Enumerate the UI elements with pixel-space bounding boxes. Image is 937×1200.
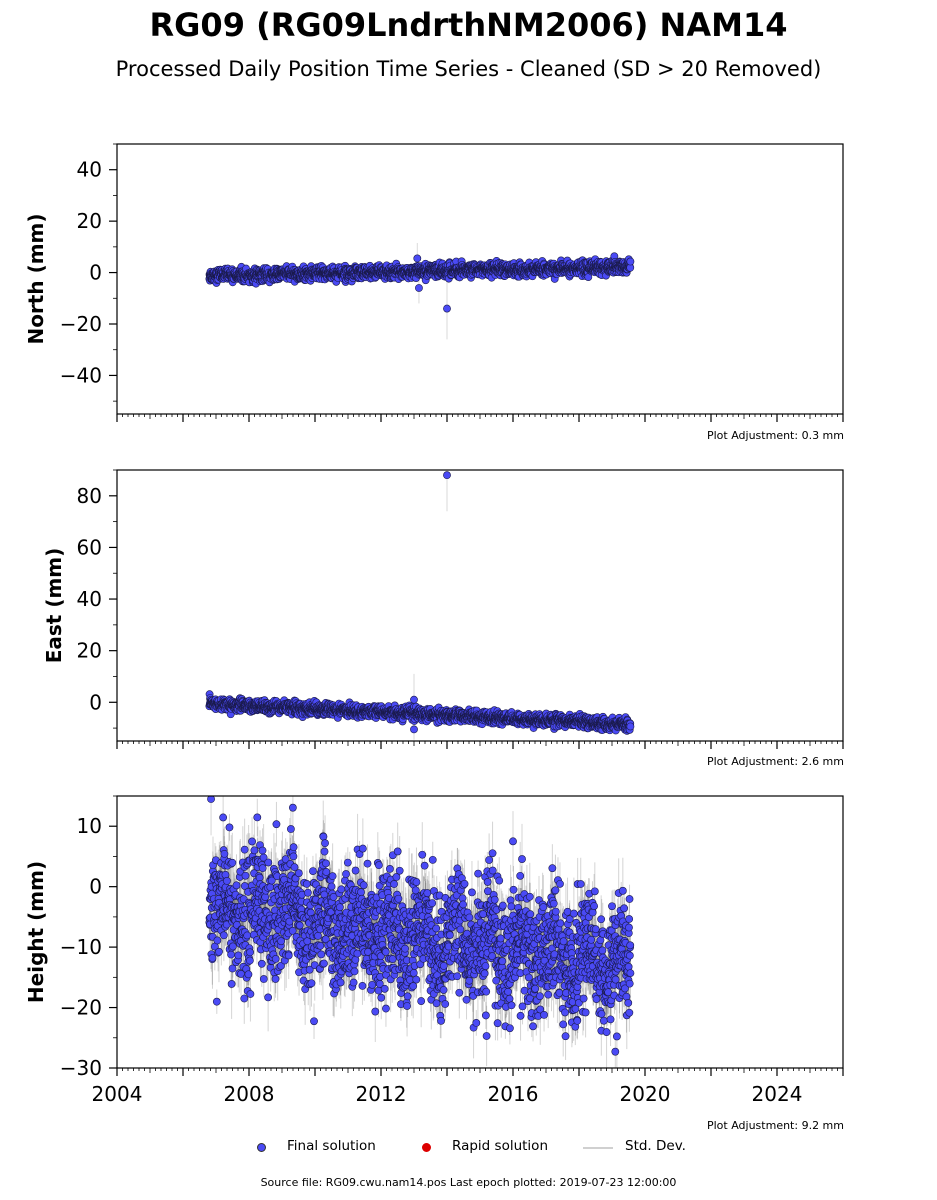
chart-title: RG09 (RG09LndrthNM2006) NAM14 bbox=[149, 6, 788, 44]
y-tick-label: −40 bbox=[60, 363, 102, 387]
chart-subtitle: Processed Daily Position Time Series - C… bbox=[115, 57, 822, 81]
y-tick-label: −20 bbox=[60, 312, 102, 336]
east-data bbox=[205, 470, 635, 740]
y-tick-label: 20 bbox=[77, 209, 102, 233]
north-y-axis-label: North (mm) bbox=[24, 213, 48, 344]
north-data bbox=[205, 243, 635, 340]
north-panel: −40 −20 0 20 40 North (mm) bbox=[24, 143, 844, 422]
y-tick-label: 40 bbox=[77, 158, 102, 182]
data-point bbox=[626, 257, 635, 266]
y-tick-label: 0 bbox=[89, 261, 102, 285]
data-point bbox=[413, 254, 422, 263]
data-point bbox=[415, 284, 423, 292]
data-point bbox=[443, 304, 451, 313]
data-point bbox=[584, 273, 593, 281]
